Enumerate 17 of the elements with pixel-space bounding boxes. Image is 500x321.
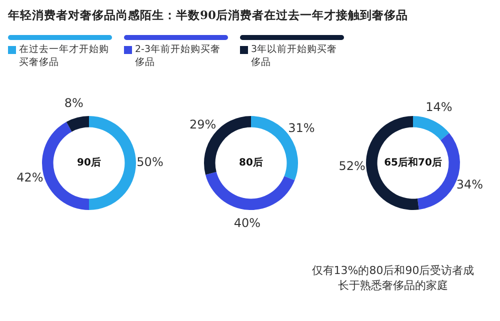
data-label: 8% [64,96,84,110]
text: 仅有13%的80后和90后受访者成长于熟悉奢侈品的家庭 [310,263,476,293]
data-label: 52% [338,158,366,173]
chart-title: 年轻消费者对奢侈品尚感陌生：半数90后消费者在过去一年才接触到奢侈品 [8,8,410,23]
text: 90后 [77,156,101,169]
data-label: 50% [136,155,164,170]
text: 80后 [239,156,263,169]
data-label: 29% [189,118,216,132]
legend-label: 3年以前开始购买奢侈品 [251,43,338,69]
legend-label: 2-3年前开始购买奢侈品 [135,43,222,69]
data-label: 34% [456,178,484,192]
text: 65后和70后 [384,156,442,169]
data-label: 31% [288,120,315,135]
data-label: 14% [426,100,452,114]
data-label: 42% [16,170,44,184]
data-label: 40% [234,216,261,230]
legend-label: 在过去一年才开始购买奢侈品 [19,43,110,69]
